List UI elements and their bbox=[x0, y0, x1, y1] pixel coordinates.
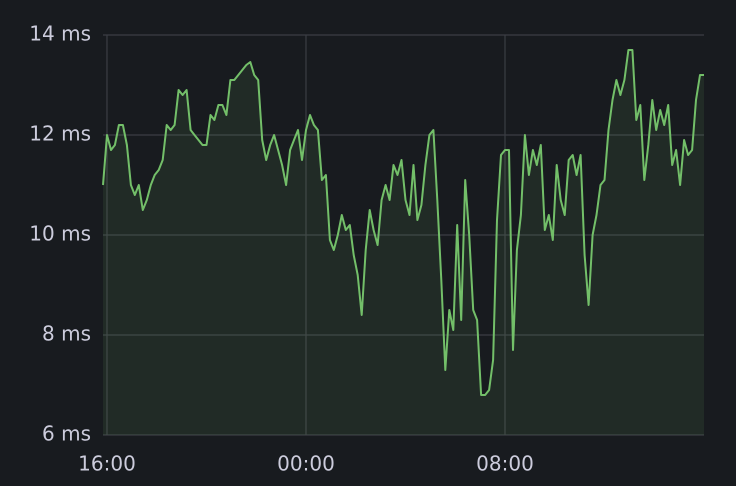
y-tick-label: 14 ms bbox=[29, 22, 91, 46]
x-tick-label: 16:00 bbox=[78, 452, 136, 476]
x-tick-label: 00:00 bbox=[277, 452, 335, 476]
y-tick-label: 6 ms bbox=[42, 422, 91, 446]
y-tick-label: 12 ms bbox=[29, 122, 91, 146]
y-tick-label: 10 ms bbox=[29, 222, 91, 246]
x-tick-label: 08:00 bbox=[476, 452, 534, 476]
line bbox=[102, 49, 704, 396]
y-tick-label: 8 ms bbox=[42, 322, 91, 346]
area bbox=[103, 50, 704, 435]
